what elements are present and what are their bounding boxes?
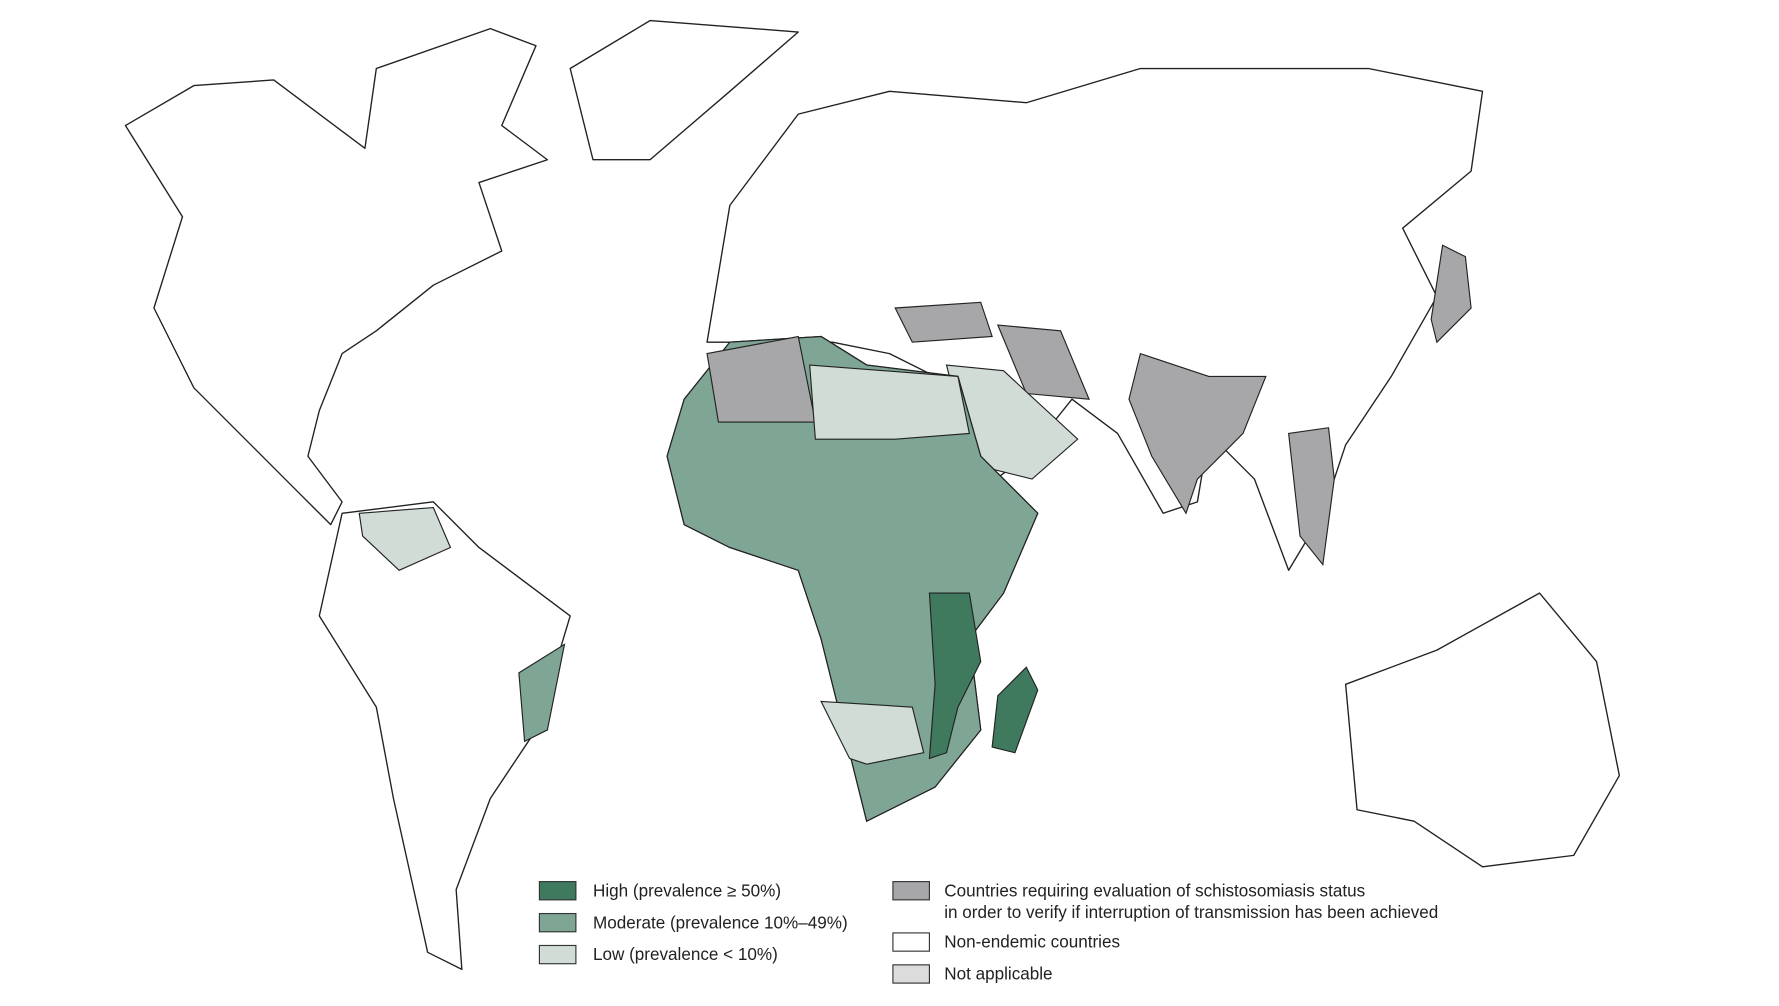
southern-africa-low (820, 700, 925, 765)
legend-label: Non-endemic countries (944, 933, 1120, 952)
venezuela-region (358, 506, 452, 571)
libya-egypt (809, 364, 971, 440)
brazil-east (518, 643, 566, 743)
legend-swatch (892, 881, 930, 901)
east-africa-high (928, 592, 982, 760)
legend-swatch (538, 881, 577, 901)
iran (996, 324, 1090, 400)
turkey (894, 301, 993, 343)
south-america (318, 501, 571, 971)
greenland (569, 19, 799, 161)
india (1128, 352, 1267, 515)
legend-label: High (prevalence ≥ 50%) (593, 881, 781, 900)
japan (1430, 244, 1472, 344)
legend-swatch (892, 964, 930, 984)
madagascar (991, 666, 1039, 754)
australia (1344, 592, 1621, 868)
legend-swatch (538, 912, 577, 933)
land-layer (124, 19, 1621, 971)
legend-label: in order to verify if interruption of tr… (944, 903, 1438, 922)
north-america (124, 27, 549, 526)
legend-label: Moderate (prevalence 10%–49%) (593, 913, 848, 932)
legend: High (prevalence ≥ 50%) Moderate (prevale… (538, 881, 1438, 984)
legend-label: Not applicable (944, 965, 1052, 984)
legend-label: Low (prevalence < 10%) (593, 945, 778, 964)
legend-swatch (892, 932, 930, 952)
legend-label: Countries requiring evaluation of schist… (944, 881, 1365, 900)
southeast-asia (1288, 427, 1335, 566)
legend-swatch (538, 944, 577, 965)
